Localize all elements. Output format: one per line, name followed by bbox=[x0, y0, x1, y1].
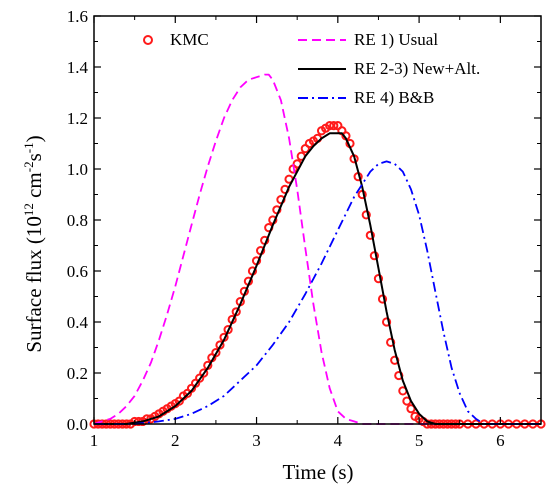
kmc-data-point bbox=[377, 294, 388, 304]
x-tick-label: 1 bbox=[90, 431, 99, 450]
series-line-re-4-b-b bbox=[94, 160, 541, 425]
y-axis-title-sup1: 12 bbox=[21, 203, 36, 216]
kmc-data-point bbox=[406, 404, 416, 414]
y-axis-title-sup3: -1 bbox=[21, 142, 36, 153]
kmc-data-point bbox=[365, 230, 375, 240]
ticks-layer: 1 2 3 4 5 6 0.0 0.2 0.4 0.6 0.8 1.0 1.2 1.4 1.6 bbox=[67, 7, 541, 450]
y-tick-label: 1.0 bbox=[67, 160, 88, 179]
y-axis-title-end: ) bbox=[22, 135, 46, 142]
y-axis-title-mid1: cm bbox=[22, 172, 46, 203]
legend: KMC RE 1) Usual RE 2-3) New+Alt. RE 4) B&B bbox=[143, 30, 480, 107]
y-tick-label: 0.2 bbox=[67, 364, 88, 383]
kmc-data-point bbox=[381, 317, 392, 327]
kmc-data-point bbox=[361, 210, 371, 220]
y-axis-title-mid2: s bbox=[22, 153, 46, 161]
legend-label-kmc: KMC bbox=[170, 30, 209, 49]
x-tick-label: 4 bbox=[334, 431, 343, 450]
y-axis-title-sup2: -2 bbox=[21, 161, 36, 172]
legend-label-re-4-b-b: RE 4) B&B bbox=[354, 88, 434, 107]
series-line-re-2-3-new-alt bbox=[94, 132, 541, 425]
y-tick-label: 1.4 bbox=[67, 58, 89, 77]
kmc-data-point bbox=[373, 274, 384, 284]
kmc-data-point bbox=[211, 348, 221, 358]
y-tick-label: 0.0 bbox=[67, 415, 88, 434]
x-axis-title: Time (s) bbox=[283, 460, 354, 484]
x-tick-label: 6 bbox=[496, 431, 505, 450]
legend-label-re-2-3-new-alt: RE 2-3) New+Alt. bbox=[354, 59, 480, 78]
y-axis-title: Surface flux (1012 cm-2s-1) bbox=[21, 135, 46, 352]
series-line-re-1-usual bbox=[93, 73, 541, 425]
kmc-data-point bbox=[329, 121, 339, 131]
y-axis-title-base: Surface flux (10 bbox=[22, 216, 46, 352]
x-tick-label: 2 bbox=[171, 431, 180, 450]
x-tick-label: 3 bbox=[252, 431, 261, 450]
legend-label-re-1-usual: RE 1) Usual bbox=[354, 30, 438, 49]
y-tick-label: 1.6 bbox=[67, 7, 88, 26]
series-layer bbox=[89, 73, 546, 429]
kmc-data-point bbox=[199, 368, 209, 378]
legend-marker-kmc bbox=[143, 35, 153, 45]
y-tick-label: 1.2 bbox=[67, 109, 88, 128]
kmc-data-point bbox=[386, 337, 396, 347]
y-tick-label: 0.4 bbox=[67, 313, 89, 332]
y-tick-label: 0.8 bbox=[67, 211, 88, 230]
y-tick-label: 0.6 bbox=[67, 262, 88, 281]
x-tick-label: 5 bbox=[415, 431, 424, 450]
